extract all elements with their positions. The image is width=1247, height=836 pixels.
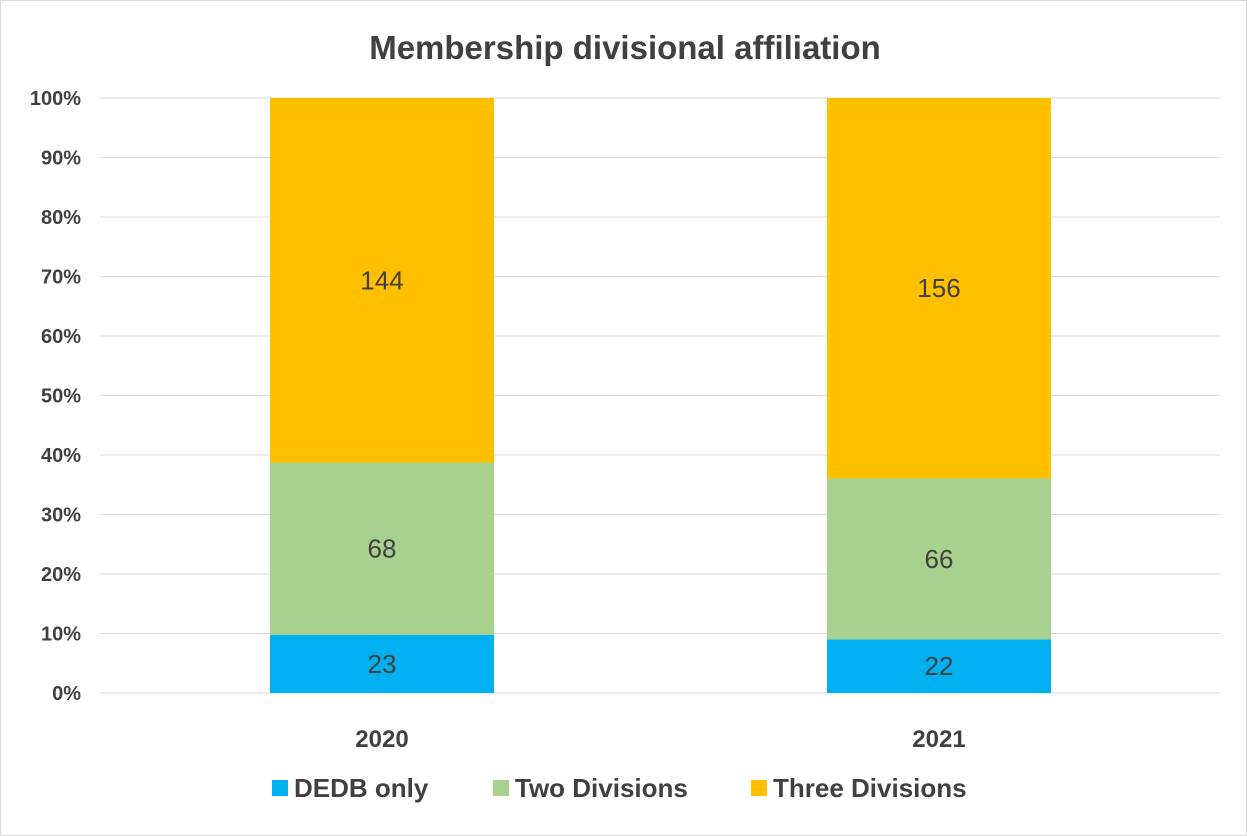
data-label: 66 <box>925 544 954 574</box>
bar-segment-dedb-only-2020 <box>270 634 494 693</box>
bar-segment-three-divisions-2021 <box>827 98 1051 479</box>
legend-item: DEDB only <box>272 773 429 803</box>
y-tick-label: 40% <box>41 445 81 467</box>
legend-label: Two Divisions <box>515 773 688 803</box>
data-label: 22 <box>925 651 954 681</box>
data-label: 23 <box>368 649 397 679</box>
y-tick-label: 60% <box>41 326 81 348</box>
y-tick-label: 100% <box>30 88 81 110</box>
legend-swatch <box>272 780 288 796</box>
gridlines <box>100 97 1220 694</box>
bar-segment-two-divisions-2020 <box>270 462 494 635</box>
y-tick-label: 50% <box>41 386 81 408</box>
y-tick-label: 80% <box>41 207 81 229</box>
y-tick-label: 30% <box>41 505 81 527</box>
y-tick-label: 0% <box>52 683 81 705</box>
legend-item: Two Divisions <box>493 773 688 803</box>
legend-label: DEDB only <box>294 773 429 803</box>
legend: DEDB only Two Divisions Three Divisions <box>272 773 967 803</box>
legend-swatch <box>751 780 767 796</box>
y-tick-label: 10% <box>41 624 81 646</box>
bar-segment-dedb-only-2021 <box>827 639 1051 693</box>
y-axis-ticks: 0% 10% 20% 30% 40% 50% 60% 70% 80% 90% 100% <box>30 88 81 705</box>
legend-swatch <box>493 780 509 796</box>
x-tick-label: 2020 <box>355 726 408 753</box>
x-tick-label: 2021 <box>912 726 965 753</box>
legend-label: Three Divisions <box>773 773 967 803</box>
bar-segment-two-divisions-2021 <box>827 478 1051 640</box>
data-label: 156 <box>917 273 960 303</box>
data-label: 144 <box>360 265 403 295</box>
data-label: 68 <box>368 534 397 564</box>
data-labels: 23 68 144 22 66 156 <box>360 265 960 681</box>
y-tick-label: 90% <box>41 148 81 170</box>
chart-title: Membership divisional affiliation <box>369 29 881 66</box>
legend-item: Three Divisions <box>751 773 967 803</box>
y-tick-label: 20% <box>41 564 81 586</box>
x-axis-ticks: 2020 2021 <box>355 726 965 753</box>
bar-segment-three-divisions-2020 <box>270 98 494 463</box>
bars <box>270 98 1051 693</box>
y-tick-label: 70% <box>41 267 81 289</box>
